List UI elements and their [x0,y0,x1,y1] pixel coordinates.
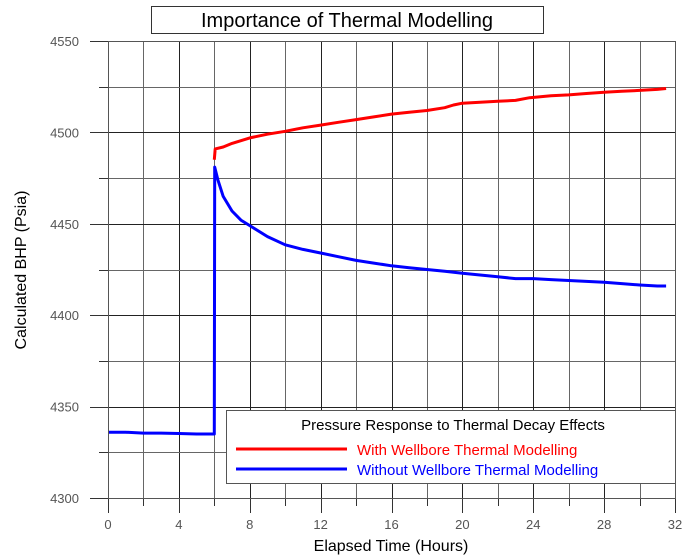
chart-title: Importance of Thermal Modelling [201,10,493,32]
legend-title: Pressure Response to Thermal Decay Effec… [301,417,605,434]
series-lines [108,87,667,436]
axis-ticks [90,41,676,513]
plot-frame [108,41,676,499]
x-tick-label: 4 [175,517,182,532]
legend-label-with-thermal: With Wellbore Thermal Modelling [357,442,577,459]
x-tick-label: 28 [597,517,611,532]
x-tick-label: 20 [455,517,469,532]
title-frame [151,6,544,34]
x-tick-labels: 0 4 8 12 16 20 24 28 32 [104,517,682,532]
series-line-without-thermal [108,165,667,436]
x-tick-label: 0 [104,517,111,532]
y-tick-label: 4400 [50,308,79,323]
legend-label-without-thermal: Without Wellbore Thermal Modelling [357,462,598,479]
x-tick-label: 8 [246,517,253,532]
y-tick-label: 4450 [50,217,79,232]
x-tick-label: 16 [384,517,398,532]
series-line-with-thermal [212,87,667,160]
y-tick-label: 4550 [50,34,79,49]
y-tick-label: 4300 [50,491,79,506]
x-tick-label: 12 [313,517,327,532]
x-tick-label: 32 [668,517,682,532]
y-tick-label: 4350 [50,400,79,415]
legend: Pressure Response to Thermal Decay Effec… [226,410,676,484]
x-tick-label: 24 [526,517,540,532]
x-axis-title: Elapsed Time (Hours) [314,538,469,555]
chart-title-box: Importance of Thermal Modelling [151,6,544,34]
y-tick-labels: 4300 4350 4400 4450 4500 4550 [50,34,79,506]
y-axis-title: Calculated BHP (Psia) [13,191,30,350]
y-tick-label: 4500 [50,125,79,140]
legend-frame [226,410,676,484]
